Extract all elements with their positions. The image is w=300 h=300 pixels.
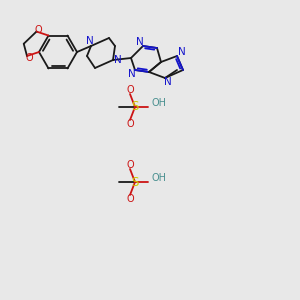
- Text: O: O: [25, 53, 33, 63]
- Text: O: O: [126, 160, 134, 170]
- Text: O: O: [126, 119, 134, 129]
- Text: N: N: [178, 47, 186, 57]
- Text: S: S: [131, 176, 139, 188]
- Text: OH: OH: [151, 98, 166, 108]
- Text: O: O: [126, 194, 134, 204]
- Text: N: N: [86, 36, 94, 46]
- Text: N: N: [114, 55, 122, 65]
- Text: N: N: [136, 37, 144, 47]
- Text: N: N: [164, 77, 172, 87]
- Text: N: N: [128, 69, 136, 79]
- Text: O: O: [35, 25, 42, 34]
- Text: S: S: [131, 100, 139, 113]
- Text: OH: OH: [151, 173, 166, 183]
- Text: O: O: [126, 85, 134, 95]
